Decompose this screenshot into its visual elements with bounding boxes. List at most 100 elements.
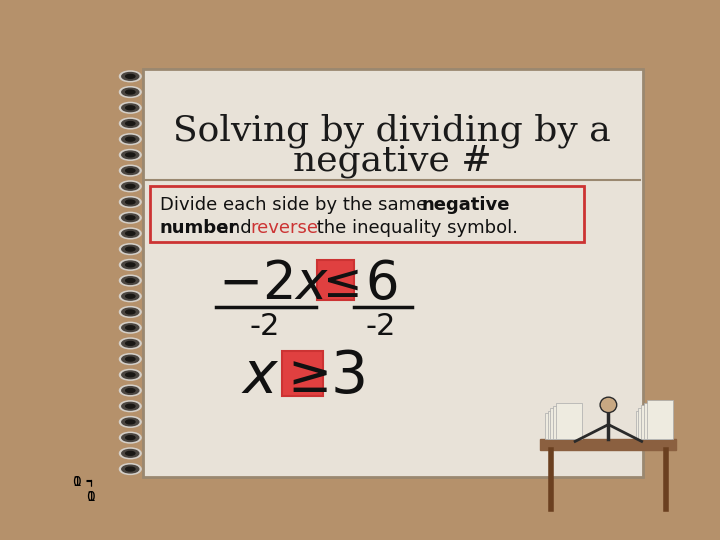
- Ellipse shape: [120, 448, 141, 459]
- Ellipse shape: [122, 214, 139, 221]
- Ellipse shape: [126, 75, 135, 78]
- Ellipse shape: [120, 369, 141, 380]
- Ellipse shape: [126, 184, 135, 188]
- Text: -2: -2: [366, 312, 396, 341]
- Ellipse shape: [126, 294, 135, 298]
- Text: reverse: reverse: [251, 219, 318, 237]
- Ellipse shape: [126, 106, 135, 110]
- Ellipse shape: [120, 354, 141, 364]
- Ellipse shape: [126, 451, 135, 455]
- Ellipse shape: [126, 90, 135, 94]
- Text: $x$: $x$: [241, 349, 279, 404]
- Bar: [282, 351, 323, 396]
- Ellipse shape: [120, 71, 141, 82]
- Ellipse shape: [126, 263, 135, 267]
- Ellipse shape: [122, 183, 139, 190]
- Ellipse shape: [122, 465, 139, 473]
- Ellipse shape: [122, 120, 139, 127]
- Polygon shape: [644, 403, 671, 438]
- Text: $\geq$: $\geq$: [277, 350, 328, 403]
- Ellipse shape: [122, 276, 139, 285]
- Ellipse shape: [122, 167, 139, 174]
- Circle shape: [600, 397, 617, 413]
- Polygon shape: [556, 403, 582, 438]
- Ellipse shape: [126, 341, 135, 345]
- Ellipse shape: [122, 402, 139, 410]
- Ellipse shape: [122, 387, 139, 394]
- Ellipse shape: [120, 197, 141, 207]
- Ellipse shape: [120, 464, 141, 475]
- Ellipse shape: [120, 134, 141, 145]
- Ellipse shape: [126, 279, 135, 282]
- Ellipse shape: [126, 153, 135, 157]
- Polygon shape: [550, 408, 579, 438]
- Polygon shape: [545, 413, 575, 438]
- Ellipse shape: [126, 404, 135, 408]
- Ellipse shape: [126, 467, 135, 471]
- Ellipse shape: [126, 357, 135, 361]
- Bar: [317, 260, 354, 300]
- Ellipse shape: [126, 168, 135, 172]
- Polygon shape: [639, 408, 667, 438]
- Text: negative: negative: [422, 196, 510, 214]
- Polygon shape: [540, 438, 677, 450]
- Ellipse shape: [122, 198, 139, 206]
- Ellipse shape: [126, 326, 135, 329]
- Ellipse shape: [120, 401, 141, 411]
- Ellipse shape: [126, 247, 135, 251]
- Ellipse shape: [126, 137, 135, 141]
- FancyBboxPatch shape: [143, 69, 642, 477]
- Ellipse shape: [122, 72, 139, 80]
- Ellipse shape: [122, 261, 139, 269]
- Ellipse shape: [126, 436, 135, 440]
- Ellipse shape: [120, 416, 141, 427]
- Polygon shape: [553, 406, 580, 438]
- Ellipse shape: [126, 373, 135, 377]
- Ellipse shape: [122, 355, 139, 363]
- Polygon shape: [647, 400, 673, 438]
- Polygon shape: [548, 411, 577, 438]
- Ellipse shape: [126, 389, 135, 393]
- Ellipse shape: [120, 291, 141, 302]
- Ellipse shape: [122, 324, 139, 332]
- Ellipse shape: [122, 104, 139, 112]
- Ellipse shape: [120, 228, 141, 239]
- Ellipse shape: [120, 103, 141, 113]
- Ellipse shape: [126, 310, 135, 314]
- Bar: [150, 186, 585, 242]
- Polygon shape: [636, 410, 666, 438]
- Ellipse shape: [120, 118, 141, 129]
- Ellipse shape: [122, 449, 139, 457]
- Ellipse shape: [120, 275, 141, 286]
- Ellipse shape: [120, 385, 141, 396]
- Ellipse shape: [122, 245, 139, 253]
- Ellipse shape: [120, 150, 141, 160]
- Ellipse shape: [120, 244, 141, 254]
- Text: $6$: $6$: [365, 259, 397, 310]
- Ellipse shape: [120, 338, 141, 349]
- Text: Solving by dividing by a: Solving by dividing by a: [174, 113, 611, 147]
- Ellipse shape: [126, 420, 135, 424]
- Text: $3$: $3$: [330, 349, 365, 404]
- Text: -2: -2: [249, 312, 279, 341]
- Ellipse shape: [122, 293, 139, 300]
- Ellipse shape: [126, 200, 135, 204]
- Text: Divide each side by the same: Divide each side by the same: [160, 196, 433, 214]
- Ellipse shape: [120, 259, 141, 270]
- Text: negative #: negative #: [293, 144, 492, 178]
- Ellipse shape: [122, 88, 139, 96]
- Ellipse shape: [126, 122, 135, 125]
- Text: the inequality symbol.: the inequality symbol.: [311, 219, 518, 237]
- Ellipse shape: [120, 181, 141, 192]
- Ellipse shape: [120, 307, 141, 318]
- Text: and: and: [212, 219, 257, 237]
- Ellipse shape: [122, 434, 139, 442]
- Text: $\leq$: $\leq$: [312, 262, 359, 307]
- Ellipse shape: [122, 340, 139, 347]
- Text: number: number: [160, 219, 238, 237]
- Ellipse shape: [120, 322, 141, 333]
- Ellipse shape: [122, 151, 139, 159]
- Ellipse shape: [120, 212, 141, 223]
- Ellipse shape: [126, 216, 135, 220]
- Ellipse shape: [122, 308, 139, 316]
